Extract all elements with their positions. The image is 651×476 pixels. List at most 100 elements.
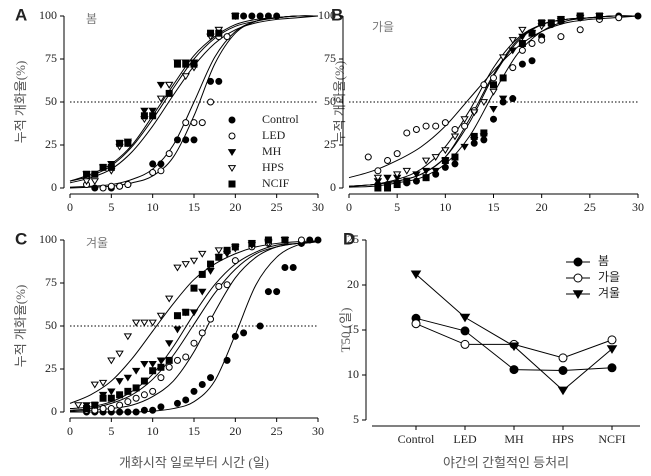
data-point	[173, 312, 181, 320]
x-tick-label: Control	[398, 432, 435, 446]
legend-marker	[572, 290, 584, 299]
data-point	[156, 312, 166, 320]
data-point	[140, 107, 149, 115]
panel-label: C	[15, 229, 27, 248]
data-point	[558, 353, 568, 363]
y-tick-label: 20	[347, 277, 359, 291]
data-point	[165, 89, 173, 97]
data-point	[518, 26, 527, 34]
data-point	[149, 387, 157, 395]
legend-marker	[228, 180, 236, 188]
data-point	[518, 40, 526, 48]
y-tick-label: 100	[39, 8, 57, 22]
y-tick-label: 25	[347, 232, 359, 246]
y-tick-label: 0	[330, 180, 336, 194]
x-tick-label: 5	[394, 200, 400, 214]
data-point	[156, 95, 166, 103]
data-point	[518, 33, 527, 41]
data-point	[595, 12, 603, 20]
data-point	[182, 60, 190, 68]
data-point	[518, 60, 526, 68]
x-tick-label: 5	[108, 424, 114, 438]
data-point	[410, 270, 422, 280]
data-point	[281, 264, 289, 272]
y-tick-label: 10	[347, 367, 359, 381]
data-point	[91, 170, 99, 178]
data-point	[206, 268, 215, 275]
data-point	[149, 406, 157, 414]
data-point	[460, 339, 470, 349]
data-point	[173, 356, 181, 364]
data-point	[281, 236, 289, 244]
data-point	[393, 181, 401, 189]
data-point	[421, 157, 431, 165]
data-point	[264, 12, 272, 20]
x-tick-label: 15	[188, 200, 200, 214]
data-point	[215, 29, 223, 37]
legend-marker	[573, 273, 583, 283]
data-point	[392, 171, 402, 179]
x-tick-label: 0	[67, 424, 73, 438]
data-point	[90, 178, 99, 186]
x-tick-label: 10	[147, 200, 159, 214]
data-point	[528, 29, 536, 37]
data-point	[149, 169, 157, 177]
x-tick-label: 20	[229, 424, 241, 438]
data-point	[131, 367, 141, 375]
data-point	[189, 309, 199, 317]
data-point	[157, 403, 165, 411]
data-point	[123, 333, 133, 341]
legend-marker	[227, 149, 237, 156]
data-point	[615, 14, 623, 22]
data-point	[107, 394, 115, 402]
data-point	[99, 394, 107, 402]
data-point	[190, 284, 198, 292]
x-tick-label: LED	[453, 432, 477, 446]
data-point	[198, 288, 207, 296]
data-point	[131, 319, 141, 327]
fit-curve	[348, 15, 639, 187]
data-point	[231, 257, 239, 265]
data-point	[470, 109, 479, 117]
data-point	[480, 129, 488, 137]
data-point	[149, 160, 157, 168]
data-point	[240, 12, 248, 20]
data-point	[489, 88, 498, 96]
x-tick-label: 0	[346, 200, 352, 214]
data-point	[403, 129, 411, 137]
legend-marker	[227, 165, 237, 172]
legend-label: NCIF	[262, 176, 290, 190]
data-point	[383, 174, 392, 182]
data-point	[116, 139, 124, 147]
data-point	[99, 163, 107, 171]
data-point	[198, 119, 206, 127]
legend-marker	[573, 257, 583, 267]
fit-curve	[69, 241, 319, 411]
data-point	[140, 406, 148, 414]
x-tick-label: 10	[439, 200, 451, 214]
fit-curve	[348, 15, 639, 179]
data-point	[499, 74, 507, 82]
data-point	[107, 405, 115, 413]
data-point	[82, 178, 91, 186]
data-point	[115, 378, 124, 385]
data-point	[189, 257, 199, 265]
y-tick-label: 100	[318, 8, 336, 22]
data-point	[273, 288, 281, 296]
x-tick-label: 30	[312, 200, 324, 214]
data-point	[411, 319, 421, 329]
y-tick-label: 50	[45, 94, 57, 108]
y-tick-label: 5	[353, 412, 359, 426]
data-point	[576, 12, 584, 20]
data-point	[547, 19, 555, 27]
data-point	[441, 147, 450, 155]
y-tick-label: 25	[324, 137, 336, 151]
panel-label: D	[343, 229, 355, 248]
data-point	[148, 360, 157, 368]
data-point	[607, 363, 617, 373]
data-point	[215, 282, 223, 290]
data-point	[451, 153, 459, 161]
data-point	[124, 408, 132, 416]
data-point	[459, 313, 471, 323]
